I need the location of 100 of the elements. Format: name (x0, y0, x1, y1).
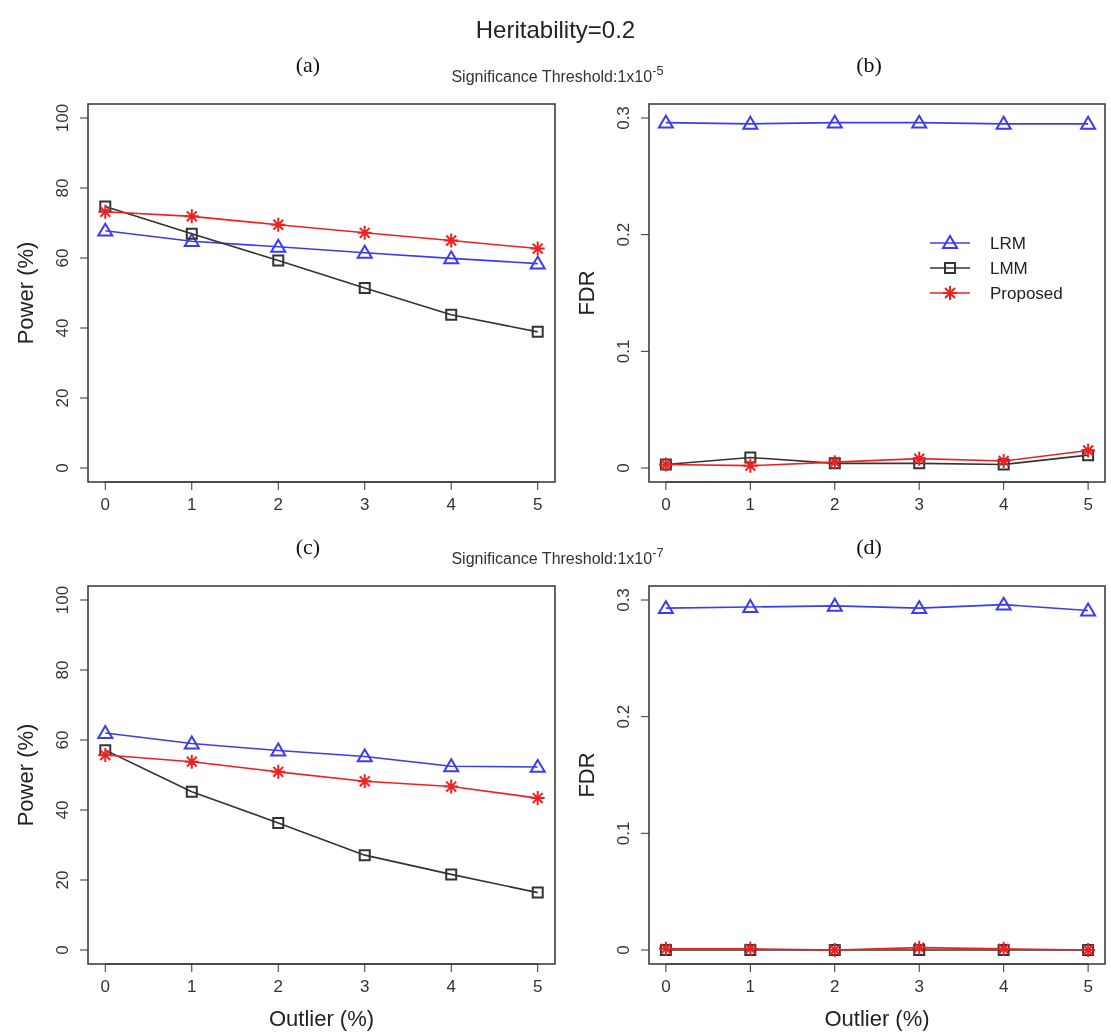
chart-title: (c) (295, 534, 321, 559)
x-tick-label: 5 (1083, 495, 1093, 514)
point (1080, 442, 1097, 459)
point (531, 886, 544, 899)
y-tick-label: 0 (53, 463, 72, 473)
x-tick-label: 4 (998, 977, 1009, 996)
point (742, 599, 759, 613)
y-tick-label: 40 (53, 800, 72, 820)
x-tick-label: 1 (745, 977, 756, 996)
point (272, 816, 285, 829)
point (443, 250, 460, 265)
y-tick-label: 0 (53, 945, 72, 955)
x-axis-title: Outlier (%) (268, 1006, 375, 1031)
point (356, 748, 373, 763)
text: Significance Threshold:1x10$^{-5}$ (451, 62, 664, 85)
x-tick-label: 5 (532, 977, 543, 996)
point (911, 939, 928, 956)
x-tick-label: 4 (446, 495, 456, 514)
x-tick-label: 0 (100, 495, 111, 514)
chart-title: (b) (856, 52, 882, 77)
point (185, 785, 198, 798)
point (529, 790, 546, 807)
point (270, 742, 287, 757)
point (445, 308, 458, 321)
point (911, 600, 928, 615)
x-tick-label: 0 (100, 977, 111, 996)
y-tick-label: 0.3 (614, 106, 633, 130)
point (997, 458, 1010, 471)
point (272, 254, 285, 267)
x-tick-label: 2 (830, 495, 840, 514)
point (356, 773, 373, 790)
y-tick-label: 100 (53, 585, 72, 615)
point (995, 115, 1012, 130)
x-tick-label: 2 (273, 495, 283, 514)
point (270, 238, 287, 253)
y-tick-label: 20 (53, 870, 72, 890)
point (657, 114, 674, 129)
point (913, 944, 926, 956)
point (742, 457, 759, 474)
point (443, 758, 460, 773)
point (531, 325, 544, 338)
point (1080, 115, 1097, 130)
y-axis-title: Power (%) (13, 723, 38, 827)
point (356, 224, 373, 241)
y-tick-label: 40 (53, 318, 72, 338)
x-axis-title: Outlier (%) (824, 1006, 930, 1031)
y-tick-label: 0.3 (614, 588, 633, 612)
point (657, 600, 674, 615)
x-tick-label: 3 (914, 977, 924, 996)
y-axis-title: Power (%) (13, 241, 38, 345)
text: Heritability=0.2 (475, 16, 636, 43)
y-axis-title: FDR (574, 270, 599, 316)
x-tick-label: 0 (661, 495, 671, 514)
x-tick-label: 5 (1083, 977, 1093, 996)
point (529, 240, 546, 257)
point (997, 944, 1010, 956)
x-tick-label: 4 (446, 977, 456, 996)
y-tick-label: 0.1 (614, 821, 633, 846)
point (358, 282, 371, 295)
point (183, 753, 200, 770)
point (97, 747, 114, 764)
chart-title: (d) (856, 534, 882, 559)
point (183, 233, 200, 248)
x-tick-label: 4 (998, 495, 1009, 514)
point (744, 451, 757, 464)
y-tick-label: 0.2 (614, 222, 633, 247)
point (826, 114, 843, 129)
x-tick-label: 1 (745, 495, 756, 514)
point (742, 115, 759, 130)
y-tick-label: 0 (614, 945, 633, 955)
legend-label: Proposed (990, 284, 1063, 303)
y-tick-label: 80 (53, 660, 72, 680)
y-tick-label: 0.1 (614, 339, 633, 364)
chart-title: (a) (295, 52, 321, 77)
point (744, 944, 757, 956)
x-tick-label: 1 (187, 977, 197, 996)
point (183, 735, 200, 750)
text: Significance Threshold:1x10$^{-7}$ (451, 544, 664, 567)
point (995, 940, 1012, 957)
x-tick-label: 2 (273, 977, 283, 996)
x-tick-label: 3 (360, 495, 370, 514)
legend-label: LMM (990, 259, 1028, 278)
point (99, 200, 112, 213)
point (742, 940, 759, 957)
point (99, 744, 112, 757)
point (911, 114, 928, 129)
point (1082, 449, 1095, 462)
y-tick-label: 60 (53, 730, 72, 750)
point (443, 232, 460, 249)
point (657, 940, 674, 957)
point (270, 216, 287, 233)
point (183, 208, 200, 225)
y-tick-label: 20 (53, 388, 72, 408)
legend-label: LRM (990, 234, 1026, 253)
point (97, 725, 114, 739)
x-tick-label: 3 (914, 495, 924, 514)
y-tick-label: 0.2 (614, 704, 633, 729)
point (826, 597, 843, 612)
point (1080, 602, 1097, 617)
point (995, 453, 1012, 469)
